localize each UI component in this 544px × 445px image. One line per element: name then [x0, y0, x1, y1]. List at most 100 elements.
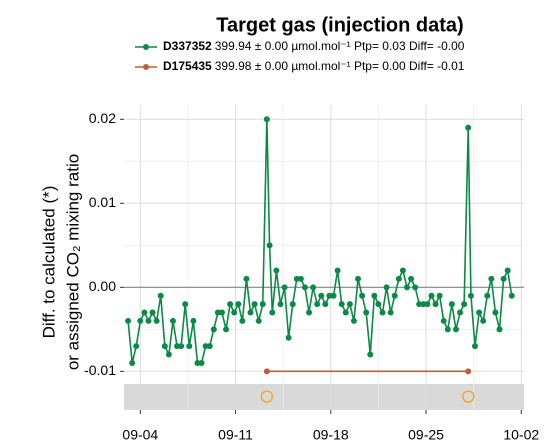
y-axis-title: or assigned CO₂ mixing ratio	[63, 154, 82, 370]
data-point	[186, 343, 193, 350]
x-tick-label: 09-04	[122, 427, 158, 443]
data-point	[488, 275, 495, 282]
data-point	[210, 326, 217, 333]
y-tick-label: 0.01	[89, 194, 116, 210]
marker	[462, 390, 475, 403]
data-point	[350, 317, 357, 324]
legend-label: 399.94 ± 0.00 µmol.mol⁻¹ Ptp= 0.03 Diff=…	[215, 39, 465, 53]
data-point	[476, 309, 483, 316]
data-point	[508, 292, 515, 299]
data-point	[472, 343, 479, 350]
shaded-band	[124, 383, 524, 410]
data-point	[227, 301, 234, 308]
data-point	[480, 317, 487, 324]
data-point	[346, 301, 353, 308]
data-point	[206, 343, 213, 350]
data-point	[318, 292, 325, 299]
data-point	[259, 301, 266, 308]
data-point	[182, 301, 189, 308]
data-point	[255, 317, 262, 324]
data-point	[243, 275, 250, 282]
x-tick-label: 09-11	[218, 427, 253, 443]
legend-text: D337352 399.94 ± 0.00 µmol.mol⁻¹ Ptp= 0.0…	[163, 39, 465, 53]
data-point	[306, 309, 313, 316]
data-point	[141, 309, 148, 316]
data-point	[492, 309, 499, 316]
data-point	[342, 309, 349, 316]
data-point	[281, 284, 288, 291]
x-tick-label: 09-18	[313, 427, 349, 443]
data-point	[169, 317, 176, 324]
legend-text: D175435 399.98 ± 0.00 µmol.mol⁻¹ Ptp= 0.0…	[163, 59, 465, 73]
data-point	[504, 267, 511, 274]
data-point	[367, 351, 374, 358]
data-point	[383, 284, 390, 291]
data-point	[235, 301, 242, 308]
data-point	[153, 317, 160, 324]
data-point	[251, 301, 258, 308]
data-point	[424, 301, 431, 308]
data-point	[338, 301, 345, 308]
data-point	[273, 267, 280, 274]
data-point	[371, 292, 378, 299]
data-point	[436, 292, 443, 299]
data-point	[448, 301, 455, 308]
data-point	[263, 116, 270, 123]
data-point	[500, 275, 507, 282]
data-point	[355, 275, 362, 282]
data-point	[457, 309, 464, 316]
data-point	[165, 351, 172, 358]
data-point	[330, 292, 337, 299]
data-point	[334, 267, 341, 274]
data-point	[263, 368, 270, 375]
data-point	[428, 292, 435, 299]
legend-name: D337352	[163, 39, 212, 53]
plot-panel	[124, 105, 524, 410]
data-point	[231, 309, 238, 316]
data-point	[444, 326, 451, 333]
data-point	[178, 343, 185, 350]
legend-name: D175435	[163, 59, 212, 73]
data-point	[395, 275, 402, 282]
data-point	[149, 309, 156, 316]
data-point	[467, 292, 474, 299]
data-point	[269, 309, 276, 316]
legend-dot	[143, 64, 149, 70]
data-point	[247, 309, 254, 316]
data-point	[198, 359, 205, 366]
x-tick-label: 10-02	[503, 427, 539, 443]
data-point	[363, 309, 370, 316]
chart-title: Target gas (injection data)	[216, 14, 463, 36]
data-point	[322, 301, 329, 308]
data-point	[223, 326, 230, 333]
data-point	[408, 275, 415, 282]
legend-dot	[143, 44, 149, 50]
data-point	[145, 317, 152, 324]
data-point	[297, 275, 304, 282]
data-point	[403, 284, 410, 291]
data-point	[465, 368, 472, 375]
data-point	[461, 301, 468, 308]
data-point	[399, 267, 406, 274]
y-tick-label: -0.01	[84, 362, 116, 378]
data-point	[440, 317, 447, 324]
y-tick-label: 0.02	[89, 110, 116, 126]
data-point	[157, 292, 164, 299]
data-point	[452, 326, 459, 333]
data-point	[289, 301, 296, 308]
data-point	[375, 301, 382, 308]
data-point	[266, 242, 273, 249]
data-point	[218, 309, 225, 316]
y-tick-label: 0.00	[89, 278, 116, 294]
data-point	[359, 292, 366, 299]
data-point	[137, 317, 144, 324]
data-point	[314, 301, 321, 308]
data-point	[310, 284, 317, 291]
data-point	[379, 309, 386, 316]
data-point	[484, 292, 491, 299]
legend-label: 399.98 ± 0.00 µmol.mol⁻¹ Ptp= 0.00 Diff=…	[215, 59, 465, 73]
data-point	[277, 301, 284, 308]
series-line	[127, 119, 513, 364]
data-point	[285, 334, 292, 341]
y-axis-title: Diff. to calculated (*)	[39, 186, 58, 339]
